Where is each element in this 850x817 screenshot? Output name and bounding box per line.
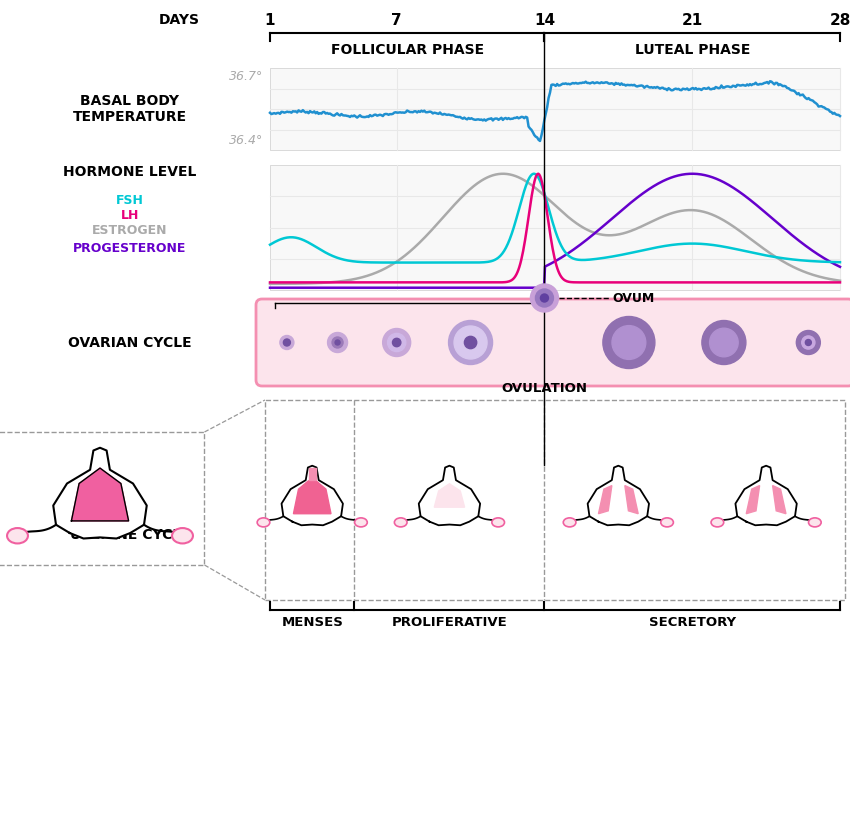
Polygon shape — [735, 466, 796, 525]
Text: 36.7°: 36.7° — [229, 69, 263, 83]
Circle shape — [805, 340, 812, 346]
Circle shape — [280, 336, 294, 350]
Text: FSH: FSH — [116, 194, 144, 207]
Circle shape — [702, 320, 746, 364]
Circle shape — [541, 294, 548, 302]
Text: FOLLICULAR PHASE: FOLLICULAR PHASE — [331, 43, 484, 57]
Text: BASAL BODY
TEMPERATURE: BASAL BODY TEMPERATURE — [73, 94, 187, 124]
Text: 36.4°: 36.4° — [229, 133, 263, 146]
Polygon shape — [281, 466, 343, 525]
Polygon shape — [587, 466, 649, 525]
Ellipse shape — [660, 518, 673, 527]
Circle shape — [796, 331, 820, 355]
FancyBboxPatch shape — [270, 165, 840, 290]
Circle shape — [536, 289, 553, 307]
Polygon shape — [71, 468, 128, 521]
Polygon shape — [434, 484, 465, 507]
Text: ESTROGEN: ESTROGEN — [93, 224, 167, 236]
Ellipse shape — [394, 518, 407, 527]
Text: 14: 14 — [534, 12, 555, 28]
Polygon shape — [598, 485, 612, 514]
Text: OVARIAN CYCLE: OVARIAN CYCLE — [68, 336, 192, 350]
Circle shape — [335, 340, 340, 345]
Polygon shape — [625, 485, 638, 514]
Circle shape — [327, 333, 348, 352]
Circle shape — [603, 316, 654, 368]
Circle shape — [388, 333, 405, 351]
Text: 1: 1 — [264, 12, 275, 28]
Text: PROGESTERONE: PROGESTERONE — [73, 242, 187, 255]
Ellipse shape — [492, 518, 505, 527]
Text: SECRETORY: SECRETORY — [649, 615, 736, 628]
FancyBboxPatch shape — [265, 400, 845, 600]
Text: DAYS: DAYS — [159, 13, 200, 27]
Circle shape — [454, 326, 487, 359]
Circle shape — [802, 336, 815, 349]
Polygon shape — [419, 466, 480, 525]
Polygon shape — [54, 448, 147, 538]
Circle shape — [530, 284, 558, 312]
Circle shape — [710, 328, 738, 357]
Ellipse shape — [7, 528, 28, 543]
Ellipse shape — [258, 518, 269, 527]
Circle shape — [382, 328, 411, 356]
Circle shape — [449, 320, 492, 364]
Text: 28: 28 — [830, 12, 850, 28]
Ellipse shape — [354, 518, 367, 527]
Text: HORMONE LEVEL: HORMONE LEVEL — [63, 165, 196, 179]
Text: 21: 21 — [682, 12, 703, 28]
FancyBboxPatch shape — [270, 68, 840, 150]
Circle shape — [464, 337, 477, 349]
Text: MENSES: MENSES — [281, 615, 343, 628]
Circle shape — [332, 337, 343, 348]
Text: PROLIFERATIVE: PROLIFERATIVE — [392, 615, 507, 628]
FancyBboxPatch shape — [256, 299, 850, 386]
Ellipse shape — [808, 518, 821, 527]
Text: OVULATION: OVULATION — [502, 382, 587, 395]
Text: LUTEAL PHASE: LUTEAL PHASE — [635, 43, 750, 57]
Text: LH: LH — [121, 208, 139, 221]
Ellipse shape — [711, 518, 723, 527]
Circle shape — [283, 339, 291, 346]
Text: 7: 7 — [391, 12, 402, 28]
Circle shape — [393, 338, 401, 346]
Text: OVUM: OVUM — [613, 292, 654, 305]
Polygon shape — [293, 479, 331, 514]
Ellipse shape — [172, 528, 193, 543]
Ellipse shape — [564, 518, 576, 527]
Circle shape — [612, 326, 646, 359]
Polygon shape — [746, 485, 760, 514]
Polygon shape — [309, 468, 316, 480]
Text: UTERINE CYCLE: UTERINE CYCLE — [70, 528, 190, 542]
Polygon shape — [773, 485, 786, 514]
